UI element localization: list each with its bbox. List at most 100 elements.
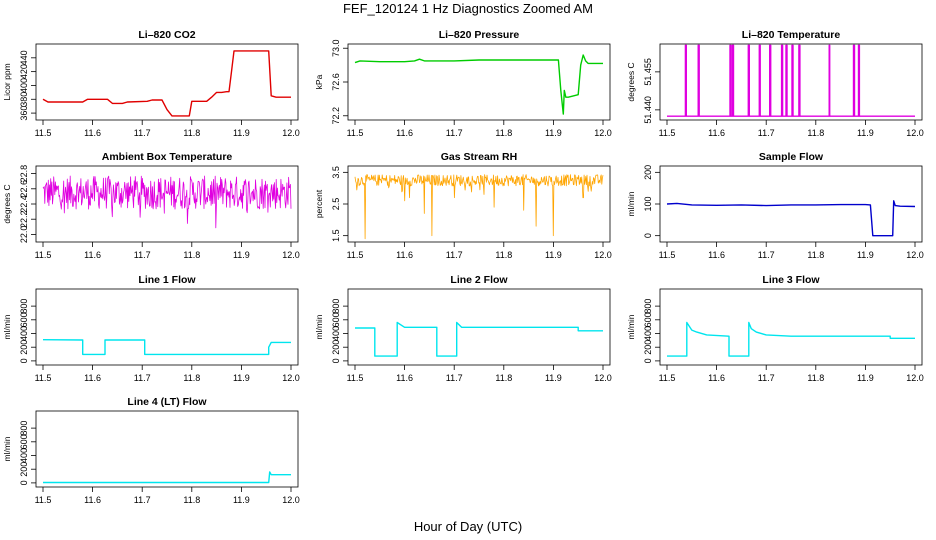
y-tick-label: 400 xyxy=(19,326,29,341)
y-axis-label: ml/min xyxy=(626,191,636,216)
x-tick-label: 11.5 xyxy=(347,250,364,260)
y-tick-label: 200 xyxy=(643,165,653,180)
x-tick-label: 11.6 xyxy=(708,250,725,260)
y-tick-label: 600 xyxy=(19,434,29,449)
plot-frame xyxy=(659,165,923,243)
x-tick-label: 11.6 xyxy=(708,128,725,138)
x-tick-label: 11.7 xyxy=(446,128,463,138)
y-tick-label: 800 xyxy=(643,299,653,314)
x-tick-label: 11.7 xyxy=(134,250,151,260)
y-tick-label: 400 xyxy=(643,326,653,341)
y-tick-label: 73.0 xyxy=(331,39,341,57)
y-tick-label: 440 xyxy=(19,50,29,65)
chart-title: Ambient Box Temperature xyxy=(102,151,233,163)
chart-title: Line 3 Flow xyxy=(762,274,820,286)
y-axis-label: Licor ppm xyxy=(2,63,12,100)
chart-sample-flow: Sample Flow ml/min 11.5 11.6 11.7 11.8 11.9 12.… xyxy=(626,151,924,260)
y-axis-label: degrees C xyxy=(2,184,12,223)
figure-x-label: Hour of Day (UTC) xyxy=(414,519,522,534)
y-tick-label: 800 xyxy=(331,299,341,314)
y-tick-label: 420 xyxy=(19,64,29,79)
y-tick-label: 0 xyxy=(643,358,653,363)
y-tick-label: 400 xyxy=(19,448,29,463)
x-tick-label: 11.7 xyxy=(134,373,151,383)
y-tick-label: 51.455 xyxy=(643,58,653,86)
chart-title: Li–820 CO2 xyxy=(138,29,195,41)
series-line xyxy=(667,321,915,357)
x-tick-label: 12.0 xyxy=(282,495,300,505)
plot-frame xyxy=(35,288,299,366)
y-tick-label: 22.6 xyxy=(19,180,29,198)
chart-title: Line 4 (LT) Flow xyxy=(127,396,207,408)
x-tick-label: 11.7 xyxy=(758,128,775,138)
y-tick-label: 1.5 xyxy=(331,229,341,242)
y-axis-label: ml/min xyxy=(2,436,12,461)
x-tick-label: 11.7 xyxy=(446,250,463,260)
x-tick-label: 12.0 xyxy=(282,373,300,383)
x-tick-label: 11.8 xyxy=(495,128,512,138)
chart-title: Line 2 Flow xyxy=(450,274,508,286)
y-tick-label: 22.2 xyxy=(19,210,29,228)
chart-gas-stream-rh: Gas Stream RH percent 11.5 11.6 11.7 11.8 11.9… xyxy=(314,151,612,260)
x-tick-label: 11.5 xyxy=(35,250,52,260)
y-axis-label: ml/min xyxy=(2,314,12,339)
series-line xyxy=(354,54,603,115)
x-tick-label: 11.9 xyxy=(233,128,250,138)
x-tick-label: 11.8 xyxy=(807,128,824,138)
series-line xyxy=(42,175,292,229)
y-tick-label: 800 xyxy=(19,421,29,436)
x-tick-label: 11.5 xyxy=(659,373,676,383)
plot-frame xyxy=(35,165,299,243)
x-tick-label: 12.0 xyxy=(594,250,612,260)
y-tick-label: 22.4 xyxy=(19,195,29,213)
x-tick-label: 11.6 xyxy=(396,373,413,383)
x-tick-label: 11.9 xyxy=(857,250,874,260)
y-tick-label: 600 xyxy=(19,312,29,327)
plot-frame xyxy=(659,288,923,366)
plot-frame xyxy=(347,288,611,366)
x-tick-label: 11.7 xyxy=(758,373,775,383)
series-line xyxy=(42,339,291,356)
y-axis-label: degrees C xyxy=(626,62,636,101)
y-tick-label: 0 xyxy=(643,233,653,238)
x-tick-label: 11.6 xyxy=(396,128,413,138)
series-line xyxy=(43,471,291,484)
series-line xyxy=(355,321,603,357)
plot-frame xyxy=(347,43,611,121)
y-tick-label: 200 xyxy=(643,340,653,355)
series-line xyxy=(354,174,604,240)
x-tick-label: 12.0 xyxy=(906,250,924,260)
chart-ambient-box-temperature: Ambient Box Temperature degrees C 11.5 11.6… xyxy=(2,151,300,260)
y-tick-label: 360 xyxy=(19,106,29,121)
chart-li820-co2: Li–820 CO2 Licor ppm 11.5 11.6 11.7 11.8 11.9 1… xyxy=(2,29,300,138)
x-tick-label: 12.0 xyxy=(906,128,924,138)
x-tick-label: 11.6 xyxy=(84,128,101,138)
x-tick-label: 11.8 xyxy=(183,128,200,138)
plot-frame xyxy=(35,43,299,121)
x-tick-label: 11.5 xyxy=(347,373,364,383)
x-tick-label: 12.0 xyxy=(594,128,612,138)
chart-line-4-lt-flow: Line 4 (LT) Flow ml/min 11.5 11.6 11.7 11.8 11… xyxy=(2,396,300,505)
x-tick-label: 11.8 xyxy=(183,250,200,260)
x-tick-label: 12.0 xyxy=(594,373,612,383)
y-tick-label: 600 xyxy=(331,312,341,327)
y-axis-label: percent xyxy=(314,189,324,218)
x-tick-label: 11.9 xyxy=(233,373,250,383)
x-tick-label: 11.9 xyxy=(857,128,874,138)
x-tick-label: 11.5 xyxy=(659,250,676,260)
series-line xyxy=(42,50,291,117)
x-tick-label: 11.8 xyxy=(495,250,512,260)
chart-line-1-flow: Line 1 Flow ml/min 11.5 11.6 11.7 11.8 11.9 12.… xyxy=(2,274,300,383)
x-tick-label: 11.5 xyxy=(35,495,52,505)
y-tick-label: 51.440 xyxy=(643,96,653,124)
y-tick-label: 200 xyxy=(331,340,341,355)
y-axis-label: kPa xyxy=(314,74,324,89)
plot-frame xyxy=(659,43,923,121)
y-tick-label: 22.8 xyxy=(19,165,29,183)
y-axis-label: ml/min xyxy=(626,314,636,339)
x-tick-label: 11.6 xyxy=(84,495,101,505)
y-axis-label: ml/min xyxy=(314,314,324,339)
x-tick-label: 11.7 xyxy=(134,495,151,505)
